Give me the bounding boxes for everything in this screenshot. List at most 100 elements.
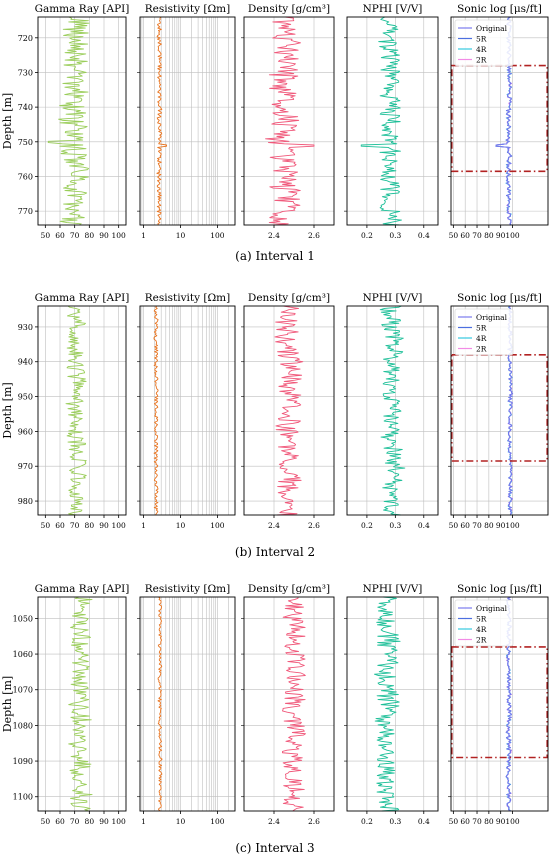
x-tick-label: 100 bbox=[210, 817, 225, 826]
highlight-box bbox=[450, 64, 548, 173]
series-line-resistivity bbox=[157, 596, 163, 812]
x-tick-label: 10 bbox=[176, 521, 186, 530]
y-tick-label: 730 bbox=[18, 68, 33, 77]
x-tick-label: 2.6 bbox=[308, 521, 320, 530]
legend-label: Original bbox=[476, 24, 508, 33]
track-title: Resistivity [Ωm] bbox=[145, 583, 230, 595]
panel-caption: (b) Interval 2 bbox=[235, 545, 315, 559]
series-line-gamma bbox=[47, 16, 90, 226]
track-resistivity: Resistivity [Ωm] 1 10 100 bbox=[137, 292, 236, 530]
chart-panel-3: Depth [m] (c) Interval 3 Gamma Ray [API] 50… bbox=[1, 583, 549, 855]
y-tick-label: 1050 bbox=[13, 614, 33, 623]
legend-label: 4R bbox=[476, 334, 487, 343]
legend-label: 4R bbox=[476, 625, 487, 634]
x-tick-label: 0.4 bbox=[418, 521, 430, 530]
series-line-density bbox=[281, 596, 306, 812]
x-tick-label: 10 bbox=[176, 817, 186, 826]
x-tick-label: 50 bbox=[41, 817, 51, 826]
series-line-gamma bbox=[68, 596, 93, 812]
x-tick-label: 100 bbox=[112, 817, 127, 826]
x-tick-label: 70 bbox=[472, 817, 482, 826]
legend-label: 4R bbox=[476, 45, 487, 54]
x-tick-label: 70 bbox=[472, 231, 482, 240]
x-tick-label: 0.2 bbox=[361, 231, 373, 240]
track-title: Density [g/cm³] bbox=[248, 292, 330, 304]
x-tick-label: 2.4 bbox=[268, 817, 280, 826]
x-tick-label: 70 bbox=[70, 231, 80, 240]
x-tick-label: 60 bbox=[55, 231, 65, 240]
track-title: Resistivity [Ωm] bbox=[145, 292, 230, 304]
track-title: Sonic log [μs/ft] bbox=[457, 3, 542, 15]
x-tick-label: 50 bbox=[41, 521, 51, 530]
track-gamma: Gamma Ray [API] 50 60 70 80 90 100 930 940 950 960… bbox=[18, 292, 130, 530]
track-sonic: Sonic log [μs/ft] 50 60 70 80 90 100 Original 5R… bbox=[448, 292, 549, 530]
y-tick-label: 1060 bbox=[13, 650, 33, 659]
axes-frame bbox=[139, 596, 236, 812]
track-title: Sonic log [μs/ft] bbox=[457, 583, 542, 595]
axes-frame bbox=[37, 16, 127, 226]
track-sonic: Sonic log [μs/ft] 50 60 70 80 90 100 Original 5R… bbox=[448, 3, 549, 240]
y-axis-label: Depth [m] bbox=[1, 676, 14, 732]
highlight-box bbox=[450, 353, 548, 462]
x-tick-label: 10 bbox=[176, 231, 186, 240]
track-resistivity: Resistivity [Ωm] 1 10 100 bbox=[137, 583, 236, 826]
x-tick-label: 100 bbox=[505, 521, 520, 530]
panel-caption: (c) Interval 3 bbox=[235, 841, 314, 855]
axes-frame bbox=[243, 305, 335, 516]
track-nphi: NPHI [V/V] 0.2 0.3 0.4 bbox=[344, 583, 439, 826]
y-axis-label: Depth [m] bbox=[1, 93, 14, 149]
track-resistivity: Resistivity [Ωm] 1 10 100 bbox=[137, 3, 236, 240]
x-tick-label: 70 bbox=[472, 521, 482, 530]
chart-panel-2: Depth [m] (b) Interval 2 Gamma Ray [API] 50… bbox=[1, 292, 549, 559]
series-line-nphi bbox=[379, 305, 406, 516]
track-sonic: Sonic log [μs/ft] 50 60 70 80 90 100 Original 5R… bbox=[448, 583, 549, 826]
y-tick-label: 750 bbox=[18, 138, 33, 147]
y-tick-label: 1100 bbox=[13, 793, 33, 802]
x-tick-label: 0.4 bbox=[418, 231, 430, 240]
x-tick-label: 100 bbox=[505, 231, 520, 240]
legend-box bbox=[454, 599, 514, 647]
axes-frame bbox=[243, 16, 335, 226]
y-tick-label: 770 bbox=[18, 207, 33, 216]
x-tick-label: 80 bbox=[484, 817, 494, 826]
x-tick-label: 90 bbox=[99, 231, 109, 240]
x-tick-label: 80 bbox=[85, 231, 95, 240]
legend-label: 5R bbox=[476, 615, 487, 624]
axes-frame bbox=[450, 305, 549, 516]
series-line-nphi bbox=[374, 596, 401, 812]
x-tick-label: 50 bbox=[41, 231, 51, 240]
legend-label: 2R bbox=[476, 636, 487, 645]
y-tick-label: 1080 bbox=[13, 721, 33, 730]
x-tick-label: 0.2 bbox=[361, 817, 373, 826]
y-axis-label: Depth [m] bbox=[1, 382, 14, 438]
axes-frame bbox=[346, 596, 439, 812]
series-line-gamma bbox=[65, 305, 87, 516]
x-tick-label: 100 bbox=[210, 231, 225, 240]
x-tick-label: 50 bbox=[449, 817, 459, 826]
x-tick-label: 80 bbox=[85, 521, 95, 530]
x-tick-label: 2.6 bbox=[308, 231, 320, 240]
track-nphi: NPHI [V/V] 0.2 0.3 0.4 bbox=[344, 3, 439, 240]
legend-box bbox=[454, 19, 514, 67]
x-tick-label: 2.6 bbox=[308, 817, 320, 826]
axes-frame bbox=[139, 16, 236, 226]
x-tick-label: 90 bbox=[496, 817, 506, 826]
axes-frame bbox=[37, 305, 127, 516]
track-title: Sonic log [μs/ft] bbox=[457, 292, 542, 304]
axes-frame bbox=[450, 16, 549, 226]
series-line-nphi bbox=[360, 16, 402, 226]
x-tick-label: 90 bbox=[496, 521, 506, 530]
track-density: Density [g/cm³] 2.4 2.6 bbox=[241, 583, 335, 826]
track-density: Density [g/cm³] 2.4 2.6 bbox=[241, 3, 335, 240]
axes-frame bbox=[346, 16, 439, 226]
y-tick-label: 960 bbox=[18, 427, 33, 436]
x-tick-label: 0.3 bbox=[389, 817, 401, 826]
track-title: Resistivity [Ωm] bbox=[145, 3, 230, 15]
x-tick-label: 0.4 bbox=[418, 817, 430, 826]
x-tick-label: 60 bbox=[460, 231, 470, 240]
x-tick-label: 0.2 bbox=[361, 521, 373, 530]
x-tick-label: 0.3 bbox=[389, 231, 401, 240]
x-tick-label: 60 bbox=[460, 521, 470, 530]
